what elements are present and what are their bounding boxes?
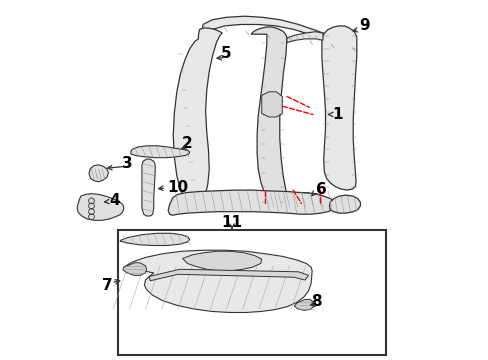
Text: 3: 3 [122, 156, 133, 171]
Text: 10: 10 [167, 180, 188, 195]
Polygon shape [182, 251, 261, 271]
Text: 6: 6 [315, 181, 326, 197]
Polygon shape [173, 28, 222, 206]
Polygon shape [123, 250, 311, 312]
Text: 9: 9 [359, 18, 369, 33]
Polygon shape [329, 195, 360, 213]
Text: 8: 8 [310, 294, 321, 309]
Polygon shape [77, 194, 123, 220]
Polygon shape [89, 165, 108, 182]
Polygon shape [142, 159, 155, 216]
Polygon shape [266, 193, 324, 207]
Bar [118, 230, 385, 355]
Polygon shape [261, 92, 282, 117]
Text: 7: 7 [102, 278, 112, 293]
Polygon shape [130, 146, 189, 158]
Polygon shape [149, 269, 308, 281]
Text: 1: 1 [332, 107, 343, 122]
Polygon shape [122, 263, 146, 275]
Polygon shape [294, 300, 313, 310]
Text: 5: 5 [220, 46, 231, 61]
Polygon shape [250, 27, 286, 201]
Polygon shape [120, 233, 189, 246]
Polygon shape [198, 16, 352, 50]
Polygon shape [286, 32, 322, 42]
Text: 4: 4 [109, 193, 120, 208]
Text: 2: 2 [181, 136, 192, 151]
Polygon shape [168, 190, 336, 215]
Polygon shape [321, 26, 356, 190]
Text: 11: 11 [221, 215, 242, 230]
